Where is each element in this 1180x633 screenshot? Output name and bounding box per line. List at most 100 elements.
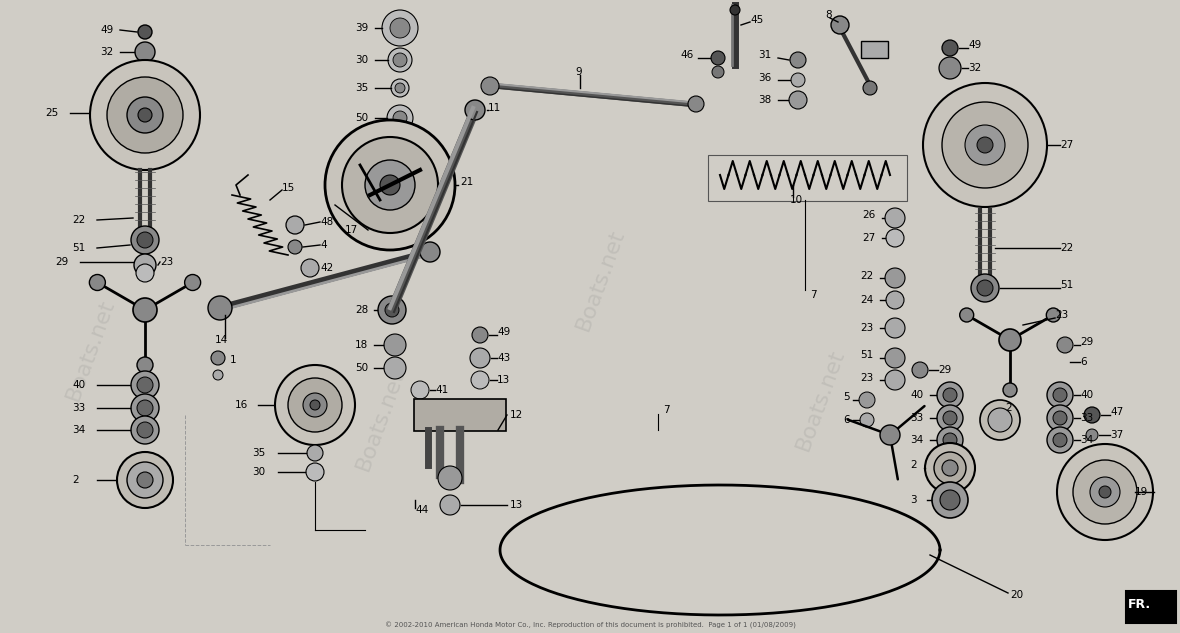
Text: 49: 49: [968, 40, 982, 50]
Text: 17: 17: [345, 225, 359, 235]
Circle shape: [136, 264, 155, 282]
Circle shape: [935, 452, 966, 484]
Text: 26: 26: [863, 210, 876, 220]
Text: 34: 34: [910, 435, 923, 445]
Circle shape: [688, 96, 704, 112]
Circle shape: [135, 42, 155, 62]
Circle shape: [385, 303, 399, 317]
FancyBboxPatch shape: [861, 41, 889, 58]
Circle shape: [470, 348, 490, 368]
Circle shape: [959, 308, 973, 322]
Text: 49: 49: [100, 25, 113, 35]
Text: 39: 39: [355, 23, 368, 33]
Text: 12: 12: [510, 410, 523, 420]
Circle shape: [391, 18, 409, 38]
Text: 50: 50: [355, 113, 368, 123]
Circle shape: [999, 329, 1021, 351]
Text: 13: 13: [497, 375, 510, 385]
Circle shape: [791, 73, 805, 87]
Circle shape: [138, 108, 152, 122]
Circle shape: [730, 5, 740, 15]
Circle shape: [378, 296, 406, 324]
Text: 3: 3: [910, 495, 917, 505]
Circle shape: [1057, 444, 1153, 540]
Text: 42: 42: [320, 263, 333, 273]
Circle shape: [1053, 411, 1067, 425]
Circle shape: [937, 427, 963, 453]
Circle shape: [1073, 460, 1138, 524]
Circle shape: [131, 416, 159, 444]
Circle shape: [940, 490, 961, 510]
Text: 51: 51: [1060, 280, 1074, 290]
Text: 22: 22: [1060, 243, 1074, 253]
Circle shape: [382, 10, 418, 46]
Text: 25: 25: [45, 108, 58, 118]
Text: 10: 10: [789, 195, 804, 205]
Circle shape: [307, 445, 323, 461]
Text: 35: 35: [355, 83, 368, 93]
Circle shape: [131, 371, 159, 399]
Circle shape: [137, 357, 153, 373]
Text: 30: 30: [253, 467, 266, 477]
Circle shape: [1047, 382, 1073, 408]
Circle shape: [1003, 383, 1017, 397]
Circle shape: [365, 160, 415, 210]
Circle shape: [384, 357, 406, 379]
Circle shape: [943, 411, 957, 425]
Text: 4: 4: [320, 240, 327, 250]
Text: 23: 23: [1055, 310, 1068, 320]
Circle shape: [135, 254, 156, 276]
Circle shape: [440, 495, 460, 515]
Text: 34: 34: [72, 425, 85, 435]
FancyBboxPatch shape: [414, 399, 506, 431]
Circle shape: [420, 242, 440, 262]
Circle shape: [411, 381, 430, 399]
Circle shape: [384, 334, 406, 356]
Text: 8: 8: [825, 10, 832, 20]
Circle shape: [208, 296, 232, 320]
Circle shape: [137, 472, 153, 488]
Circle shape: [789, 91, 807, 109]
Circle shape: [393, 53, 407, 67]
Circle shape: [1086, 429, 1099, 441]
Text: 37: 37: [1110, 430, 1123, 440]
Circle shape: [1047, 427, 1073, 453]
Circle shape: [1099, 486, 1112, 498]
Text: 40: 40: [910, 390, 923, 400]
Text: 31: 31: [758, 50, 772, 60]
Text: 40: 40: [72, 380, 85, 390]
Circle shape: [137, 232, 153, 248]
Text: 50: 50: [355, 363, 368, 373]
Text: 5: 5: [843, 392, 850, 402]
Circle shape: [937, 405, 963, 431]
Circle shape: [137, 422, 153, 438]
Circle shape: [885, 348, 905, 368]
Circle shape: [324, 120, 455, 250]
Text: Boats.net: Boats.net: [572, 227, 628, 334]
Circle shape: [943, 388, 957, 402]
Text: 51: 51: [72, 243, 85, 253]
Circle shape: [886, 229, 904, 247]
Circle shape: [133, 298, 157, 322]
Circle shape: [912, 362, 927, 378]
Circle shape: [859, 392, 876, 408]
Circle shape: [1053, 433, 1067, 447]
Circle shape: [387, 105, 413, 131]
Text: Boats.net: Boats.net: [353, 367, 407, 473]
Circle shape: [310, 400, 320, 410]
Text: 22: 22: [72, 215, 85, 225]
Circle shape: [712, 66, 725, 78]
Text: 41: 41: [435, 385, 448, 395]
Circle shape: [301, 259, 319, 277]
Circle shape: [380, 175, 400, 195]
Text: 7: 7: [809, 290, 817, 300]
Text: 32: 32: [968, 63, 982, 73]
Text: 49: 49: [497, 327, 510, 337]
Circle shape: [943, 433, 957, 447]
Circle shape: [395, 83, 405, 93]
FancyBboxPatch shape: [1126, 591, 1176, 623]
Text: 21: 21: [460, 177, 473, 187]
Text: 2: 2: [72, 475, 79, 485]
Circle shape: [90, 275, 105, 291]
Text: 23: 23: [860, 373, 873, 383]
